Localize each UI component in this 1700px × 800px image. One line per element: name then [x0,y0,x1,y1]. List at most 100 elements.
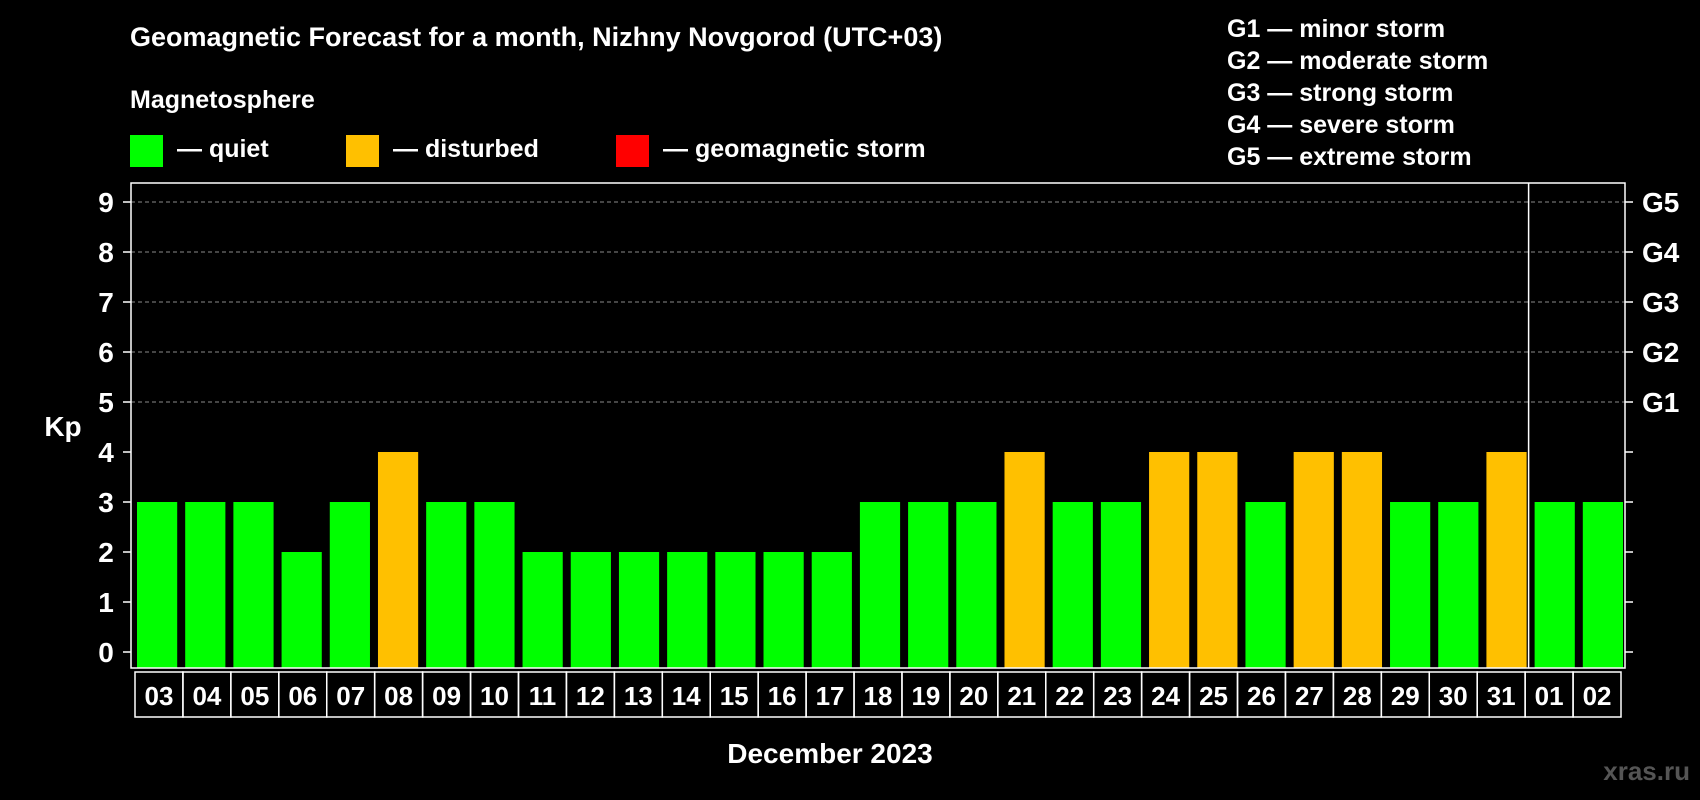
x-tick-label-09: 09 [432,681,461,711]
x-tick-label-07: 07 [336,681,365,711]
bar-05 [233,502,274,668]
x-tick-label-05: 05 [240,681,269,711]
x-axis-labels: 03 04 05 06 07 08 09 10 11 12 13 14 15 16 17 18 19 20 21 22… [134,671,1622,718]
legend-swatch-1 [346,135,379,167]
y-tick-label-0: 0 [98,637,114,668]
storm-scale-item-4: G5 — extreme storm [1227,143,1472,171]
bar-24 [1149,452,1190,668]
x-tick-label-27: 27 [1295,681,1324,711]
legend-label-1: — disturbed [393,135,539,163]
x-tick-label-23: 23 [1103,681,1132,711]
x-tick-label-19: 19 [911,681,940,711]
bar-06 [281,552,322,668]
bar-20 [956,502,997,668]
x-tick-label-15: 15 [720,681,749,711]
x-tick-label-22: 22 [1055,681,1084,711]
x-tick-label-25: 25 [1199,681,1228,711]
bar-18 [859,502,901,668]
storm-scale-item-1: G2 — moderate storm [1227,47,1488,75]
watermark: xras.ru [1603,756,1690,786]
storm-scale-item-2: G3 — strong storm [1227,79,1453,107]
bar-08 [377,452,419,668]
g-level-label-G2: G2 [1642,337,1679,368]
y-tick-label-2: 2 [98,537,114,568]
g-level-label-G5: G5 [1642,187,1679,218]
bar-19 [908,502,949,668]
bar-16 [763,552,804,668]
plot-frame [130,182,1626,669]
x-tick-label-10: 10 [480,681,509,711]
x-tick-label-13: 13 [624,681,653,711]
storm-scale-item-0: G1 — minor storm [1227,15,1445,43]
bar-17 [811,552,852,668]
x-tick-label-28: 28 [1343,681,1372,711]
x-tick-label-30: 30 [1439,681,1468,711]
y-tick-label-3: 3 [98,487,114,518]
axes: 0 1 2 3 4 5 6 7 8 9 G1 G2 G3 G4 G5 [98,182,1680,669]
x-tick-label-11: 11 [529,681,557,711]
x-tick-label-02: 02 [1583,681,1612,711]
g-level-label-G4: G4 [1642,237,1680,268]
bar-31 [1486,452,1527,668]
legend: — quiet — disturbed — geomagnetic storm [130,135,926,167]
legend-swatch-2 [616,135,649,167]
bar-26 [1245,502,1286,668]
legend-swatch-0 [130,135,163,167]
x-tick-label-21: 21 [1007,681,1036,711]
legend-label-0: — quiet [177,135,269,163]
g-level-label-G3: G3 [1642,287,1679,318]
g-level-label-G1: G1 [1642,387,1679,418]
bar-03 [137,502,178,668]
x-tick-label-04: 04 [192,681,221,711]
y-tick-label-6: 6 [98,337,114,368]
bar-25 [1197,452,1238,668]
bar-14 [667,552,708,668]
bar-12 [570,552,611,668]
bar-21 [1004,452,1045,668]
bar-29 [1390,502,1431,668]
x-tick-label-24: 24 [1151,681,1180,711]
chart-title: Geomagnetic Forecast for a month, Nizhny… [130,22,942,52]
legend-title: Magnetosphere [130,86,315,114]
x-tick-label-14: 14 [672,681,701,711]
bar-23 [1100,502,1142,668]
x-tick-label-31: 31 [1487,681,1516,711]
y-axis-label: Kp [44,411,81,442]
bar-22 [1052,502,1093,668]
x-tick-label-16: 16 [768,681,797,711]
x-tick-label-20: 20 [959,681,988,711]
x-cell-02 [1572,671,1622,718]
bar-15 [715,552,756,668]
x-tick-label-03: 03 [145,681,174,711]
bar-11 [522,552,563,668]
storm-scale-legend: G1 — minor storm G2 — moderate storm G3 — … [1227,15,1488,171]
storm-scale-item-3: G4 — severe storm [1227,111,1455,139]
y-tick-label-4: 4 [98,437,114,468]
bar-09 [426,502,467,668]
bar-04 [185,502,226,668]
bar-28 [1341,452,1383,668]
x-tick-label-26: 26 [1247,681,1276,711]
x-tick-label-29: 29 [1391,681,1420,711]
y-tick-label-7: 7 [98,287,114,318]
legend-label-2: — geomagnetic storm [663,135,926,163]
x-axis-label: December 2023 [727,738,932,769]
grid [131,201,1625,403]
bar-13 [618,552,660,668]
bar-10 [474,502,515,668]
y-tick-label-8: 8 [98,237,114,268]
bar-01 [1534,502,1575,668]
x-tick-label-12: 12 [576,681,605,711]
bar-27 [1293,452,1334,668]
x-tick-label-08: 08 [384,681,413,711]
x-tick-label-06: 06 [288,681,317,711]
bar-30 [1438,502,1479,668]
y-tick-label-9: 9 [98,187,114,218]
bar-07 [329,502,370,668]
x-tick-label-01: 01 [1535,681,1564,711]
y-tick-label-5: 5 [98,387,114,418]
x-tick-label-17: 17 [816,681,845,711]
bars [137,452,1623,668]
bar-02 [1582,502,1623,668]
